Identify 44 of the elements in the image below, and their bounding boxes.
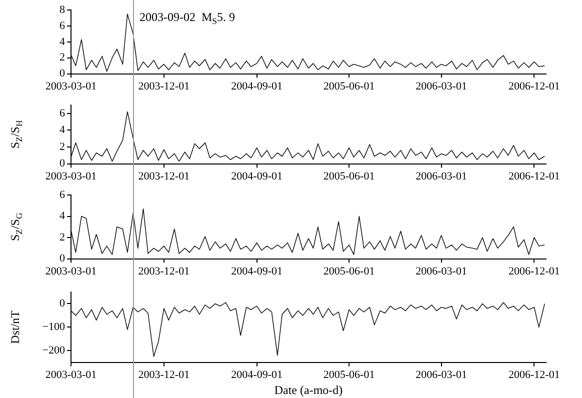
x-tick-label: 2003-03-01	[45, 368, 97, 381]
x-tick-label: 2004-09-01	[231, 368, 282, 381]
x-tick-label: 2003-03-01	[45, 80, 97, 92]
x-tick-label: 2005-06-01	[323, 80, 375, 92]
x-tick-label: 2005-06-01	[323, 170, 375, 182]
x-tick-label: 2006-12-01	[508, 170, 560, 182]
y-tick-label: 4	[60, 124, 66, 136]
x-tick-label: 2003-03-01	[45, 265, 97, 278]
x-tick-label: 2006-03-01	[416, 368, 467, 381]
y-tick-label: 8	[60, 4, 66, 16]
x-tick-label: 2003-12-01	[138, 368, 190, 381]
x-tick-label: 2005-06-01	[323, 368, 375, 381]
y-tick-label: 2	[60, 52, 65, 64]
y-tick-label: 6	[60, 188, 66, 201]
x-tick-label: 2006-12-01	[508, 80, 560, 92]
y-tick-label: −100	[42, 321, 66, 334]
x-tick-label: 2003-12-01	[138, 170, 190, 182]
y-axis-title: SZ/SH	[8, 120, 24, 148]
x-tick-label: 2004-09-01	[231, 265, 282, 278]
x-tick-label: 2006-12-01	[508, 368, 560, 381]
x-tick-label: 2004-09-01	[231, 80, 282, 92]
y-tick-label: 6	[60, 20, 66, 32]
x-tick-label: 2003-12-01	[138, 80, 190, 92]
y-tick-label: 4	[60, 36, 66, 48]
y-tick-label: 4	[60, 210, 66, 222]
x-axis-title: Date (a-mo-d)	[274, 382, 343, 397]
y-axis-title: SZ/SG	[8, 212, 24, 241]
y-tick-label: 6	[60, 107, 66, 120]
x-tick-label: 2006-12-01	[508, 265, 560, 278]
y-tick-label: 0	[60, 68, 66, 80]
x-tick-label: 2005-06-01	[323, 265, 375, 278]
y-tick-label: 2	[60, 231, 65, 244]
x-tick-label: 2003-12-01	[138, 265, 190, 278]
y-tick-label: 0	[60, 158, 66, 170]
y-tick-label: −200	[42, 344, 66, 357]
x-tick-label: 2006-03-01	[416, 80, 467, 92]
y-tick-label: 0	[60, 252, 66, 265]
y-tick-label: 2	[60, 140, 65, 153]
y-axis-title: Dst/nT	[8, 310, 22, 344]
x-tick-label: 2006-03-01	[416, 265, 467, 278]
y-tick-label: 0	[60, 298, 66, 310]
x-tick-label: 2006-03-01	[416, 170, 467, 182]
x-tick-label: 2004-09-01	[231, 170, 282, 182]
x-tick-label: 2003-03-01	[45, 170, 97, 182]
